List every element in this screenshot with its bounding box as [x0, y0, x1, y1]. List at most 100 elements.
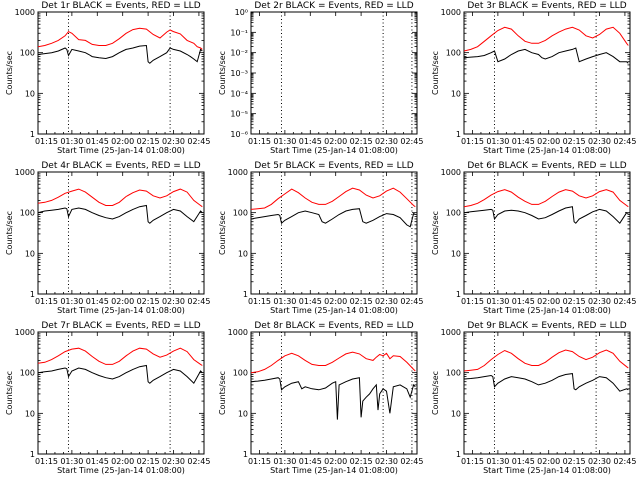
y-tick-label: 1 — [456, 130, 461, 139]
y-tick-label: 1000 — [228, 168, 248, 177]
x-tick-label: 02:00 — [324, 297, 347, 306]
y-tick-label: 1000 — [441, 168, 461, 177]
x-tick-label: 02:45 — [400, 297, 423, 306]
series-line-red — [38, 188, 203, 208]
x-tick-label: 01:15 — [461, 137, 484, 146]
y-tick-label: 1 — [30, 290, 35, 299]
x-tick-label: 02:45 — [187, 137, 210, 146]
y-tick-label: 1000 — [441, 8, 461, 17]
plot-frame — [37, 331, 205, 455]
series-line-red — [38, 27, 203, 50]
x-tick-label: 02:00 — [537, 457, 560, 466]
x-tick-label: 01:45 — [86, 297, 109, 306]
x-tick-label: 02:15 — [137, 137, 160, 146]
plot-frame — [250, 171, 418, 295]
y-tick-label: 10⁰ — [235, 8, 248, 17]
series-line-black — [464, 47, 629, 64]
y-tick-label: 10 — [25, 249, 35, 258]
x-tick-label: 01:30 — [60, 297, 83, 306]
y-axis-label: Counts/sec — [431, 211, 440, 255]
x-axis-label: Start Time (25-Jan-14 01:08:00) — [57, 306, 185, 315]
y-tick-label: 10 — [238, 249, 248, 258]
x-tick-label: 02:45 — [613, 297, 636, 306]
x-tick-label: 02:30 — [588, 137, 611, 146]
panel-title: Det 1r BLACK = Events, RED = LLD — [41, 1, 200, 11]
y-tick-label: 10⁻² — [230, 49, 248, 58]
y-tick-label: 10⁻⁴ — [230, 89, 248, 98]
x-tick-label: 01:30 — [60, 457, 83, 466]
y-tick-label: 1 — [30, 450, 35, 459]
x-axis-label: Start Time (25-Jan-14 01:08:00) — [483, 466, 611, 475]
y-axis-label: Counts/sec — [218, 51, 227, 95]
y-axis-label: Counts/sec — [5, 211, 14, 255]
x-tick-label: 02:45 — [613, 457, 636, 466]
y-axis-label: Counts/sec — [218, 211, 227, 255]
y-tick-label: 10 — [25, 409, 35, 418]
x-tick-label: 02:45 — [613, 137, 636, 146]
x-tick-label: 02:00 — [111, 297, 134, 306]
y-axis-label: Counts/sec — [218, 371, 227, 415]
series-line-red — [251, 351, 416, 374]
x-tick-label: 01:45 — [299, 137, 322, 146]
y-tick-label: 10 — [25, 89, 35, 98]
panel-title: Det 6r BLACK = Events, RED = LLD — [467, 161, 626, 171]
x-tick-label: 02:00 — [537, 137, 560, 146]
series-line-black — [464, 373, 629, 392]
x-tick-label: 02:30 — [375, 297, 398, 306]
x-tick-label: 02:30 — [375, 137, 398, 146]
x-tick-label: 01:15 — [248, 457, 271, 466]
x-tick-label: 02:30 — [162, 297, 185, 306]
x-tick-label: 02:30 — [162, 457, 185, 466]
y-axis-label: Counts/sec — [431, 371, 440, 415]
series-line-red — [464, 189, 629, 208]
y-tick-label: 10⁻¹ — [230, 28, 248, 37]
x-tick-label: 02:15 — [137, 457, 160, 466]
x-tick-label: 01:45 — [86, 137, 109, 146]
plot-frame — [250, 331, 418, 455]
x-tick-label: 02:45 — [187, 297, 210, 306]
panel-title: Det 2r BLACK = Events, RED = LLD — [254, 1, 413, 11]
x-tick-label: 01:30 — [273, 137, 296, 146]
plot-frame — [37, 11, 205, 135]
series-line-black — [251, 377, 416, 420]
panel-title: Det 5r BLACK = Events, RED = LLD — [254, 161, 413, 171]
y-tick-label: 10 — [451, 409, 461, 418]
x-tick-label: 02:45 — [400, 457, 423, 466]
x-axis-label: Start Time (25-Jan-14 01:08:00) — [57, 146, 185, 155]
y-tick-label: 1 — [30, 130, 35, 139]
x-tick-label: 02:45 — [400, 137, 423, 146]
series-line-black — [38, 364, 203, 385]
y-tick-label: 1 — [243, 450, 248, 459]
series-line-red — [464, 349, 629, 372]
x-tick-label: 01:45 — [512, 457, 535, 466]
y-tick-label: 100 — [20, 369, 35, 378]
y-tick-label: 1 — [456, 290, 461, 299]
x-tick-label: 02:45 — [187, 457, 210, 466]
x-tick-label: 01:45 — [512, 297, 535, 306]
x-axis-label: Start Time (25-Jan-14 01:08:00) — [57, 466, 185, 475]
x-tick-label: 02:00 — [111, 457, 134, 466]
y-tick-label: 10 — [451, 249, 461, 258]
x-tick-label: 02:00 — [324, 137, 347, 146]
y-axis-label: Counts/sec — [5, 51, 14, 95]
y-tick-label: 100 — [20, 209, 35, 218]
plot-frame — [37, 171, 205, 295]
y-axis-label: Counts/sec — [5, 371, 14, 415]
x-tick-label: 01:15 — [461, 457, 484, 466]
y-tick-label: 1000 — [441, 328, 461, 337]
y-tick-label: 1 — [243, 290, 248, 299]
series-line-black — [38, 204, 203, 224]
x-axis-label: Start Time (25-Jan-14 01:08:00) — [270, 466, 398, 475]
y-tick-label: 1000 — [15, 8, 35, 17]
y-tick-label: 1000 — [15, 168, 35, 177]
y-tick-label: 100 — [233, 209, 248, 218]
series-line-black — [251, 208, 416, 228]
x-tick-label: 01:45 — [299, 457, 322, 466]
x-tick-label: 01:30 — [273, 297, 296, 306]
